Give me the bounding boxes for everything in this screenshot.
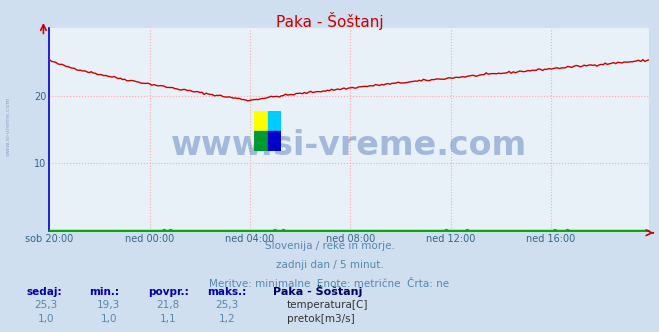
Text: www.si-vreme.com: www.si-vreme.com [5, 96, 11, 156]
Text: maks.:: maks.: [208, 287, 247, 297]
Bar [254, 111, 268, 131]
Bar [268, 131, 281, 151]
Text: min.:: min.: [89, 287, 119, 297]
Bar [254, 131, 268, 151]
Bar [268, 111, 281, 131]
Text: sedaj:: sedaj: [26, 287, 62, 297]
Text: 21,8: 21,8 [156, 300, 180, 310]
Text: 19,3: 19,3 [97, 300, 121, 310]
Text: www.si-vreme.com: www.si-vreme.com [171, 129, 527, 162]
Text: pretok[m3/s]: pretok[m3/s] [287, 314, 355, 324]
Text: 25,3: 25,3 [34, 300, 58, 310]
Text: 1,0: 1,0 [100, 314, 117, 324]
Text: 1,0: 1,0 [38, 314, 55, 324]
Text: Paka - Šoštanj: Paka - Šoštanj [273, 285, 363, 297]
Text: Slovenija / reke in morje.: Slovenija / reke in morje. [264, 241, 395, 251]
Text: 1,2: 1,2 [219, 314, 236, 324]
Text: 1,1: 1,1 [159, 314, 177, 324]
Text: 25,3: 25,3 [215, 300, 239, 310]
Text: Meritve: minimalne  Enote: metrične  Črta: ne: Meritve: minimalne Enote: metrične Črta:… [210, 279, 449, 289]
Text: povpr.:: povpr.: [148, 287, 189, 297]
Text: temperatura[C]: temperatura[C] [287, 300, 368, 310]
Text: zadnji dan / 5 minut.: zadnji dan / 5 minut. [275, 260, 384, 270]
Text: Paka - Šoštanj: Paka - Šoštanj [275, 12, 384, 30]
